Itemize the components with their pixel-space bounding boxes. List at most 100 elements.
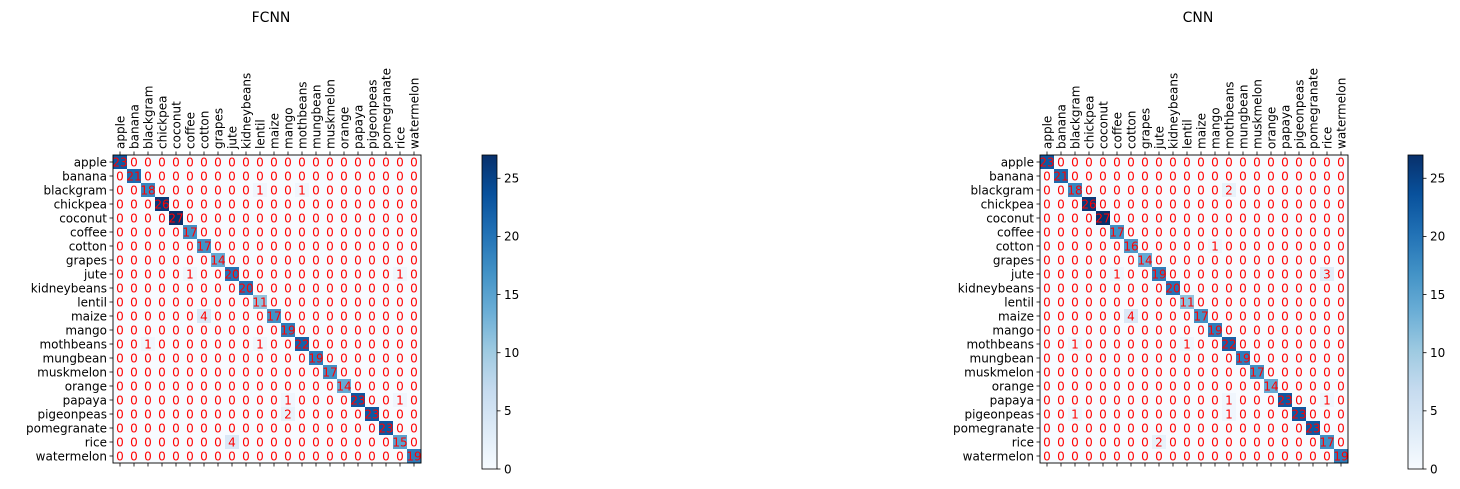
cell-value-label: 0 — [1323, 211, 1331, 225]
heatmap-cell — [407, 309, 422, 324]
heatmap-cell — [281, 421, 296, 436]
cell-value-label: 0 — [396, 281, 404, 295]
cell-value-label: 0 — [312, 183, 320, 197]
heatmap-cell — [211, 449, 226, 464]
cell-value-label: 0 — [1043, 253, 1051, 267]
cell-value-label: 0 — [1085, 421, 1093, 435]
cell-value-label: 0 — [256, 253, 264, 267]
cell-value-label: 0 — [1309, 379, 1317, 393]
heatmap-cell — [1222, 211, 1237, 226]
cell-value-label: 11 — [252, 295, 267, 309]
cell-value-label: 0 — [116, 211, 124, 225]
heatmap-cell — [1124, 155, 1139, 170]
cell-value-label: 0 — [312, 225, 320, 239]
heatmap-cell — [1096, 351, 1111, 366]
cell-value-label: 0 — [1155, 393, 1163, 407]
x-tick-label: maize — [1195, 113, 1209, 149]
heatmap-cell — [309, 197, 324, 212]
cell-value-label: 0 — [270, 225, 278, 239]
cell-value-label: 0 — [1337, 421, 1345, 435]
cell-value-label: 0 — [1099, 183, 1107, 197]
heatmap-cell — [1166, 435, 1181, 450]
heatmap-cell — [1082, 407, 1097, 422]
cell-value-label: 0 — [312, 393, 320, 407]
cell-value-label: 0 — [326, 351, 334, 365]
cell-value-label: 0 — [242, 449, 250, 463]
cell-value-label: 0 — [186, 449, 194, 463]
cell-value-labels: 23 0 0 0 0 0 0 0 0 0 0 0 0 0 0 0 0 0 0 0 0 00 21 0 0 0 0 0 0 0 0 0 0 0 0 0 0… — [1039, 155, 1348, 463]
heatmap-cell — [323, 281, 338, 296]
heatmap-cell — [1208, 323, 1223, 338]
cell-value-label: 0 — [312, 379, 320, 393]
x-tick-label: mango — [1209, 107, 1223, 149]
cell-value-label: 0 — [228, 337, 236, 351]
cell-value-label: 0 — [1211, 211, 1219, 225]
cell-value-label: 0 — [1127, 267, 1135, 281]
cell-value-label: 0 — [116, 449, 124, 463]
cell-value-label: 0 — [410, 351, 418, 365]
cell-value-label: 0 — [340, 365, 348, 379]
cell-value-label: 0 — [1211, 155, 1219, 169]
cell-value-label: 0 — [1225, 281, 1233, 295]
x-tick-label: pigeonpeas — [1293, 79, 1307, 149]
cell-value-label: 0 — [1253, 309, 1261, 323]
cell-value-label: 0 — [1057, 239, 1065, 253]
cell-value-label: 0 — [1183, 169, 1191, 183]
heatmap-cell — [127, 337, 142, 352]
cell-value-label: 0 — [1085, 351, 1093, 365]
cell-value-label: 0 — [158, 309, 166, 323]
heatmap-cell — [379, 393, 394, 408]
heatmap-cell — [1250, 421, 1265, 436]
cell-value-label: 0 — [172, 183, 180, 197]
heatmap-cell — [197, 183, 212, 198]
heatmap-cell — [113, 267, 128, 282]
heatmap-cell — [267, 449, 282, 464]
heatmap-cell — [1166, 407, 1181, 422]
cell-value-label: 0 — [1323, 365, 1331, 379]
heatmap-cell — [393, 365, 408, 380]
cell-value-label: 0 — [298, 281, 306, 295]
cell-value-label: 0 — [172, 435, 180, 449]
cell-value-label: 26 — [154, 197, 169, 211]
heatmap-cell — [1054, 253, 1069, 268]
heatmap-cell — [183, 435, 198, 450]
cell-value-label: 0 — [256, 225, 264, 239]
heatmap-cell — [239, 309, 254, 324]
cell-value-label: 1 — [298, 183, 306, 197]
heatmap-cell — [1250, 197, 1265, 212]
cell-value-label: 0 — [396, 155, 404, 169]
cell-value-label: 0 — [172, 393, 180, 407]
heatmap-cell — [113, 323, 128, 338]
heatmap-cell — [1040, 211, 1055, 226]
heatmap-cell — [1334, 309, 1349, 324]
cell-value-label: 0 — [1239, 211, 1247, 225]
cell-value-label: 0 — [410, 281, 418, 295]
heatmap-cell — [197, 281, 212, 296]
heatmap-cell — [1124, 323, 1139, 338]
heatmap-cell — [211, 323, 226, 338]
cell-value-label: 0 — [1295, 337, 1303, 351]
heatmap-cell — [1292, 379, 1307, 394]
heatmap-cell — [1068, 407, 1083, 422]
cell-value-label: 0 — [1267, 239, 1275, 253]
heatmap-cell — [1236, 421, 1251, 436]
heatmap-cell — [1110, 239, 1125, 254]
cell-value-label: 0 — [1267, 225, 1275, 239]
heatmap-cell — [1124, 449, 1139, 464]
x-tick-label: orange — [338, 107, 352, 149]
cell-value-label: 0 — [1253, 351, 1261, 365]
heatmap-cell — [1082, 281, 1097, 296]
heatmap-cell — [379, 323, 394, 338]
heatmap-cell — [337, 239, 352, 254]
cell-value-label: 0 — [1197, 421, 1205, 435]
cell-value-label: 0 — [1253, 169, 1261, 183]
cell-value-label: 0 — [354, 197, 362, 211]
cell-value-label: 0 — [368, 183, 376, 197]
cell-value-label: 0 — [326, 323, 334, 337]
cell-value-label: 0 — [1225, 379, 1233, 393]
cell-value-label: 0 — [1113, 197, 1121, 211]
heatmap-cell — [1222, 197, 1237, 212]
cell-value-label: 0 — [1225, 449, 1233, 463]
heatmap-cell — [197, 351, 212, 366]
cell-value-label: 0 — [1225, 253, 1233, 267]
